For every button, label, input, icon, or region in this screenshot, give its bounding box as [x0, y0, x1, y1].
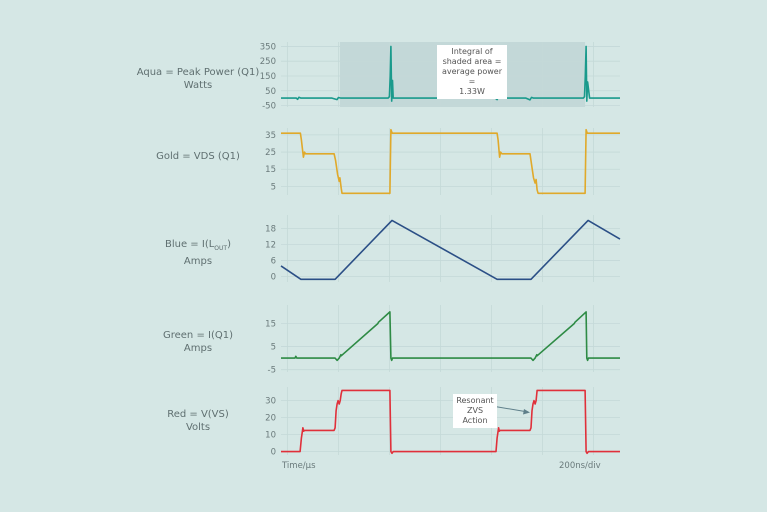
- y-tick-label: 0: [271, 448, 276, 458]
- waveform-1: [281, 128, 620, 195]
- y-tick-label: 150: [260, 72, 276, 82]
- y-tick-label: 350: [260, 42, 276, 52]
- y-tick-label: 50: [265, 87, 276, 97]
- y-tick-label: -50: [262, 102, 276, 112]
- y-tick-label: 12: [265, 240, 276, 250]
- x-axis-right-label: 200ns/div: [559, 461, 601, 471]
- y-tick-label: 20: [265, 414, 276, 424]
- panel-1: 35 25 15 5: [265, 128, 620, 195]
- y-tick-label: 15: [265, 165, 276, 175]
- red-label: Red = V(VS) Volts: [167, 409, 229, 433]
- gold-label: Gold = VDS (Q1): [156, 151, 240, 162]
- panel-4: 30 20 10 0: [265, 387, 620, 458]
- y-tick-label: 30: [265, 397, 276, 407]
- y-tick-label: 10: [265, 431, 276, 441]
- y-tick-label: 15: [265, 319, 276, 329]
- y-tick-label: 5: [271, 343, 276, 353]
- aqua-label: Aqua = Peak Power (Q1) Watts: [136, 67, 260, 91]
- green-label: Green = I(Q1) Amps: [162, 330, 233, 354]
- y-tick-label: 5: [271, 182, 276, 192]
- zvs-annotation: Resonant ZVS Action: [453, 394, 497, 428]
- y-tick-label: 6: [271, 257, 276, 267]
- blue-label: Blue = I(LOUT) Amps: [165, 239, 231, 267]
- waveform-0: [281, 45, 620, 102]
- y-tick-label: 18: [265, 224, 276, 234]
- integral-annotation: Integral of shaded area = average power = 1…: [437, 45, 507, 99]
- panel-2: 18 12 6 0: [265, 215, 621, 283]
- x-axis-left-label: Time/µs: [282, 461, 316, 471]
- waveform-3: [281, 311, 620, 362]
- zvs-arrow: [491, 405, 529, 413]
- y-tick-label: 250: [260, 57, 276, 67]
- zvs-arrow-head: [523, 409, 530, 415]
- panel-3: 15 5 -5: [265, 305, 620, 376]
- y-tick-label: 25: [265, 148, 276, 158]
- y-tick-label: 0: [271, 273, 276, 283]
- y-tick-label: 35: [265, 131, 276, 141]
- waveform-2: [280, 219, 621, 281]
- y-tick-label: -5: [268, 366, 276, 376]
- waveform-4: [281, 389, 620, 455]
